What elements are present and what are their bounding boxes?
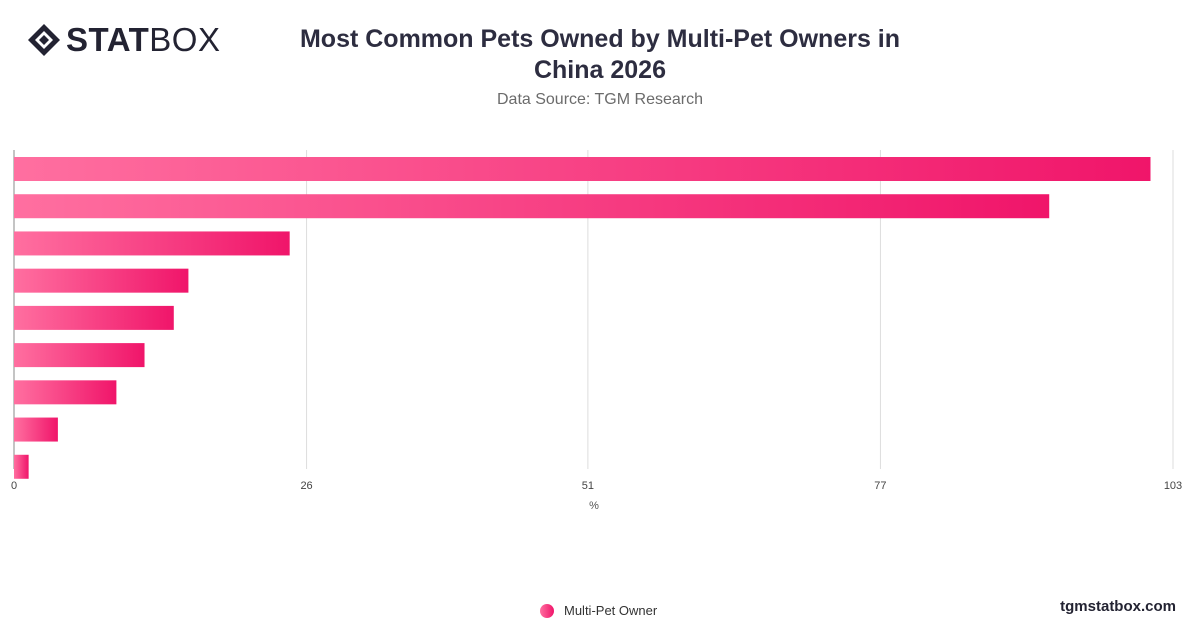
bar[interactable]: [14, 231, 290, 256]
x-tick-label: 0: [11, 480, 17, 492]
statbox-diamond-icon: [28, 24, 60, 56]
logo-wordmark: STATBOX: [66, 22, 220, 58]
bar[interactable]: [14, 417, 58, 442]
bar[interactable]: [14, 343, 145, 368]
legend[interactable]: Multi-Pet Owner: [540, 603, 657, 618]
x-tick-label: 103: [1164, 480, 1182, 492]
legend-label: Multi-Pet Owner: [564, 603, 658, 618]
statbox-logo: STATBOX: [26, 22, 220, 58]
bar[interactable]: [14, 194, 1050, 219]
brand-url: tgmstatbox.com: [1060, 598, 1176, 615]
bar[interactable]: [14, 157, 1151, 181]
chart-subtitle: Data Source: TGM Research: [496, 91, 703, 108]
bar[interactable]: [14, 380, 117, 405]
x-axis-label: %: [589, 500, 599, 512]
bar[interactable]: [14, 268, 189, 293]
bars: [14, 157, 1151, 479]
x-tick-label: 77: [874, 480, 886, 492]
x-tick-label: 26: [300, 480, 312, 492]
logo-text-light: BOX: [149, 21, 221, 58]
bar[interactable]: [14, 454, 29, 479]
chart-title: Most Common Pets Owned by Multi-Pet Owne…: [299, 25, 901, 84]
logo-text-bold: STAT: [66, 21, 150, 58]
x-tick-label: 51: [582, 480, 594, 492]
bar[interactable]: [14, 305, 174, 330]
legend-swatch-icon: [540, 603, 554, 618]
x-axis-ticks: 0 26 51 77 103: [11, 480, 1182, 492]
